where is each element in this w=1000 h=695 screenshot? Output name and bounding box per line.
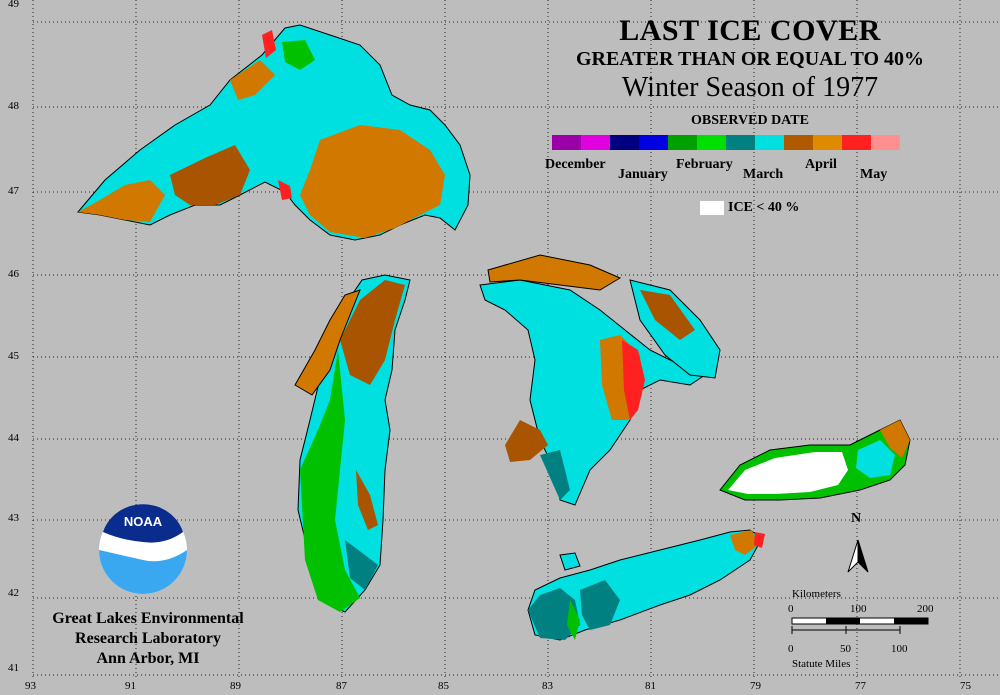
lon-label: 91 [125,680,136,692]
lat-label: 41 [8,662,19,674]
lat-label: 48 [8,100,19,112]
lon-label: 79 [750,680,761,692]
ice-swatch [700,201,724,215]
legend-swatch [842,135,871,150]
scale-km-tick: 0 [788,603,794,615]
legend-month-april: April [805,157,837,172]
scale-mi-tick: 50 [840,643,851,655]
lon-label: 93 [25,680,36,692]
legend-swatch [726,135,755,150]
legend-month-may: May [860,167,888,182]
lat-label: 42 [8,587,19,599]
lon-label: 81 [645,680,656,692]
legend-month-march: March [743,167,784,182]
legend-swatch [581,135,610,150]
legend-month-january: January [618,167,668,182]
lake-ontario [719,419,911,501]
scale-km-tick: 200 [917,603,934,615]
lab-line-1: Great Lakes Environmental [52,610,244,627]
lake-michigan [297,274,411,613]
lat-label: 46 [8,268,19,280]
lon-label: 77 [855,680,866,692]
lake-st-clair [559,552,581,571]
scale-km-label: Kilometers [792,588,841,600]
scale-bars [791,617,929,634]
lon-label: 89 [230,680,241,692]
legend-month-december: December [545,157,606,172]
georgian-bay [487,254,721,379]
legend-swatch [784,135,813,150]
legend-swatch [755,135,784,150]
lat-label: 43 [8,512,19,524]
legend-swatch [697,135,726,150]
ice-note: ICE < 40 % [700,200,799,216]
legend-swatch [552,135,581,150]
north-label: N [851,511,862,526]
scale-mi-tick: 100 [891,643,908,655]
map-title: LAST ICE COVER [619,14,881,47]
lat-label: 45 [8,350,19,362]
legend-swatch [668,135,697,150]
legend-heading: OBSERVED DATE [691,113,809,128]
legend-swatch [813,135,842,150]
legend-swatch [610,135,639,150]
legend-swatch [639,135,668,150]
scale-km-tick: 100 [850,603,867,615]
north-arrow [847,539,869,573]
lon-label: 87 [336,680,347,692]
season-label: Winter Season of 1977 [621,72,879,103]
ice-note-label: ICE < 40 % [728,200,800,215]
noaa-logo [99,504,187,594]
legend-month-february: February [676,157,733,172]
lake-superior [77,24,471,241]
lat-label: 49 [8,0,19,10]
lon-label: 85 [438,680,449,692]
green-bay [294,289,361,396]
scale-mi-label: Statute Miles [792,658,851,670]
lon-label: 83 [542,680,553,692]
lat-label: 44 [8,432,19,444]
lab-line-2: Research Laboratory [75,630,221,647]
lab-name: Great Lakes Environmental Research Labor… [30,609,266,669]
legend-color-bar [552,135,900,150]
legend-swatch [871,135,900,150]
lon-label: 75 [960,680,971,692]
map-subtitle: GREATER THAN OR EQUAL TO 40% [575,48,925,70]
lake-erie [527,529,765,641]
noaa-logo-text: NOAA [123,514,163,529]
lat-label: 47 [8,185,19,197]
lake-huron [479,279,707,506]
scale-mi-tick: 0 [788,643,794,655]
lab-line-3: Ann Arbor, MI [96,650,200,667]
